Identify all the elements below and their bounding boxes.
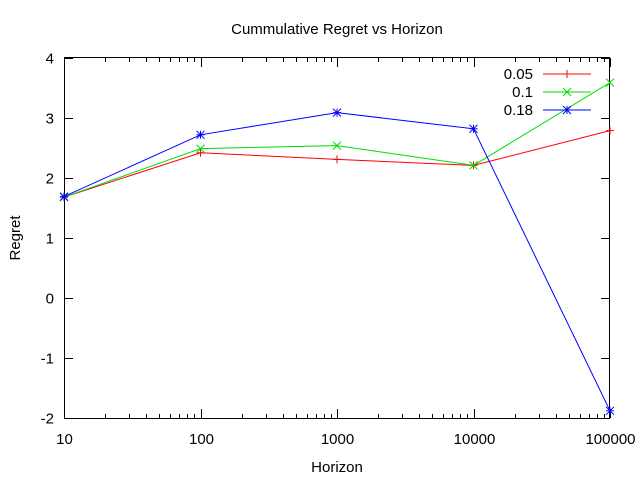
legend: 0.050.10.18 — [504, 66, 591, 119]
data-point — [332, 108, 342, 117]
x-tick-label: 1000 — [321, 431, 354, 448]
y-tick-label: -1 — [41, 351, 54, 368]
x-tick-label: 10 — [56, 431, 73, 448]
data-point — [332, 141, 342, 150]
data-point — [469, 161, 478, 170]
series-1 — [59, 78, 615, 202]
legend-label: 0.18 — [504, 102, 533, 119]
data-point — [605, 78, 615, 87]
data-point — [333, 155, 341, 164]
y-tick-label: 0 — [46, 291, 54, 308]
series-2 — [59, 108, 615, 416]
data-point — [196, 148, 205, 157]
series-line — [63, 130, 611, 198]
data-point — [605, 406, 615, 416]
y-tick-label: 3 — [46, 111, 54, 128]
x-axis-ticks: 10 100 1000 10000 100000 — [56, 58, 636, 448]
x-axis-label: Horizon — [311, 459, 363, 476]
series-0 — [60, 126, 614, 202]
y-axis-label: Regret — [7, 215, 24, 261]
data-point — [469, 124, 478, 134]
series-layer — [59, 78, 615, 416]
legend-marker — [563, 70, 571, 78]
y-tick-label: 4 — [46, 51, 54, 68]
data-point — [196, 144, 205, 153]
data-point — [606, 126, 614, 135]
chart-title: Cummulative Regret vs Horizon — [231, 21, 443, 38]
x-tick-label: 100000 — [585, 431, 635, 448]
y-tick-label: 2 — [46, 171, 54, 188]
legend-marker — [562, 105, 572, 115]
y-axis-ticks: 4 3 2 1 0 -1 -2 — [41, 51, 610, 428]
legend-marker — [562, 87, 572, 97]
x-tick-label: 100 — [189, 431, 214, 448]
y-tick-label: 1 — [46, 231, 54, 248]
legend-label: 0.1 — [512, 84, 533, 101]
y-tick-label: -2 — [41, 411, 54, 428]
data-point — [196, 130, 205, 140]
data-point — [59, 192, 69, 201]
x-tick-label: 10000 — [454, 431, 496, 448]
legend-label: 0.05 — [504, 66, 533, 83]
